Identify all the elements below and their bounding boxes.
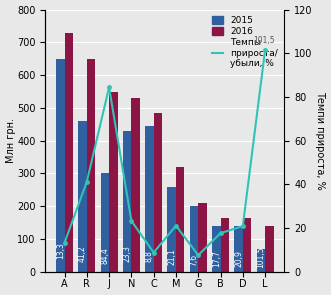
- Bar: [131, 98, 140, 272]
- Bar: [234, 226, 243, 272]
- Legend: 2015, 2016, Темпы
прироста/
убыли, %: 2015, 2016, Темпы прироста/ убыли, %: [211, 14, 280, 70]
- Bar: [56, 59, 65, 272]
- Text: 8,8: 8,8: [145, 250, 154, 262]
- Bar: [176, 167, 184, 272]
- Bar: [243, 218, 251, 272]
- Bar: [109, 91, 118, 272]
- Y-axis label: Темпи прироста, %: Темпи прироста, %: [315, 91, 325, 190]
- Text: 20,9: 20,9: [234, 250, 243, 267]
- Bar: [123, 131, 131, 272]
- Text: 21,1: 21,1: [167, 248, 176, 265]
- Bar: [154, 113, 162, 272]
- Bar: [145, 126, 154, 272]
- Bar: [220, 218, 229, 272]
- Bar: [101, 173, 109, 272]
- Bar: [65, 32, 73, 272]
- Text: 101,5: 101,5: [257, 246, 265, 268]
- Bar: [198, 203, 207, 272]
- Text: 41,2: 41,2: [78, 245, 87, 262]
- Bar: [190, 206, 198, 272]
- Y-axis label: Млн грн.: Млн грн.: [6, 118, 16, 163]
- Text: 84,4: 84,4: [100, 248, 109, 264]
- Text: 17,7: 17,7: [212, 250, 221, 267]
- Text: 23,3: 23,3: [123, 245, 132, 262]
- Text: 101,5: 101,5: [253, 36, 274, 45]
- Text: 13,3: 13,3: [56, 242, 65, 258]
- Bar: [87, 59, 95, 272]
- Bar: [265, 226, 273, 272]
- Bar: [257, 249, 265, 272]
- Bar: [78, 121, 87, 272]
- Bar: [212, 226, 220, 272]
- Bar: [167, 186, 176, 272]
- Text: 7,6: 7,6: [190, 254, 199, 266]
